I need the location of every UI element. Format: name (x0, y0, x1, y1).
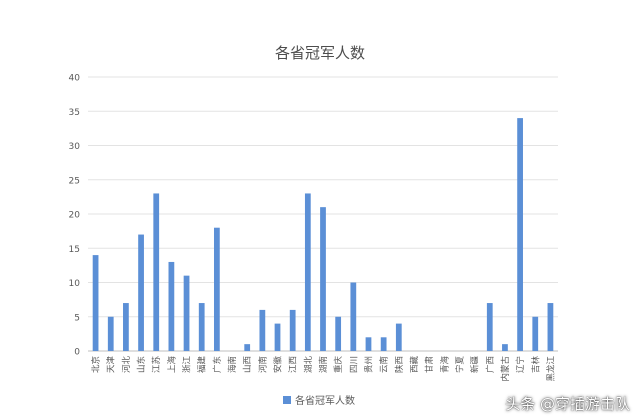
x-tick-label: 新疆 (470, 356, 481, 374)
bar-2 (123, 303, 129, 351)
x-tick-label: 西藏 (409, 356, 420, 374)
y-tick-label: 35 (69, 108, 80, 118)
bar-13 (289, 309, 296, 351)
bar-11 (259, 309, 266, 351)
bar-3 (138, 234, 144, 351)
x-tick-label: 广东 (212, 356, 223, 373)
bar-20 (395, 323, 402, 351)
x-tick-label: 上海 (166, 356, 177, 374)
x-tick-label: 山东 (136, 356, 147, 373)
y-tick-label: 5 (74, 313, 80, 323)
x-tick-label: 湖南 (318, 356, 329, 373)
bar-29 (532, 316, 539, 351)
bar-6 (183, 275, 190, 351)
x-tick-label: 四川 (349, 356, 359, 373)
chart-title: 各省冠军人数 (275, 44, 365, 62)
bar-16 (335, 316, 342, 351)
bar-27 (502, 344, 508, 351)
y-axis-ticks: 0 5 10 15 20 25 30 35 40 (69, 74, 81, 358)
x-tick-label: 北京 (91, 356, 102, 373)
bar-0 (92, 255, 99, 351)
x-tick-label: 安徽 (273, 356, 284, 374)
legend: 各省冠军人数 (283, 394, 355, 407)
bar-4 (153, 193, 160, 351)
x-tick-label: 贵州 (363, 356, 374, 373)
x-axis-labels: 北京 天津 河北 山东 江苏 上海 浙江 福建 广东 海南 山西 河南 安徽 江西 湖北 湖南 重庆 四川 贵州 云南… (91, 356, 557, 382)
x-tick-label: 内蒙古 (500, 356, 511, 382)
bar-10 (244, 344, 251, 351)
y-tick-label: 10 (69, 279, 81, 289)
x-tick-label: 辽宁 (515, 356, 526, 373)
bar-18 (365, 337, 372, 351)
y-tick-label: 40 (69, 74, 81, 84)
x-tick-label: 海南 (227, 356, 238, 373)
bar-30 (547, 303, 554, 351)
y-tick-label: 20 (69, 211, 81, 221)
x-tick-label: 福建 (197, 356, 208, 374)
bar-12 (274, 323, 281, 351)
x-tick-label: 吉林 (530, 356, 541, 374)
x-tick-label: 山西 (242, 356, 253, 373)
y-tick-label: 25 (69, 176, 80, 186)
x-tick-label: 浙江 (182, 356, 193, 374)
x-tick-label: 江苏 (151, 356, 162, 374)
x-tick-label: 天津 (106, 356, 117, 374)
x-tick-label: 河北 (121, 356, 132, 374)
x-tick-label: 黑龙江 (545, 356, 556, 382)
bar-5 (168, 261, 175, 351)
bar-17 (350, 282, 357, 351)
x-tick-label: 青海 (439, 356, 450, 374)
x-tick-label: 广西 (485, 356, 496, 373)
legend-label: 各省冠军人数 (295, 394, 355, 407)
bar-19 (380, 337, 387, 351)
x-tick-label: 河南 (257, 356, 268, 373)
x-tick-label: 陕西 (394, 356, 405, 373)
x-tick-label: 甘肃 (424, 356, 435, 374)
bar-15 (320, 207, 326, 351)
legend-swatch (283, 396, 291, 404)
x-tick-label: 湖北 (304, 356, 314, 374)
x-tick-label: 江西 (289, 356, 299, 373)
bar-7 (198, 303, 205, 351)
bar-14 (304, 193, 311, 351)
x-tick-label: 重庆 (333, 356, 344, 374)
x-tick-label: 宁夏 (454, 356, 465, 374)
bar-1 (107, 316, 114, 351)
x-tick-label: 云南 (379, 356, 390, 373)
y-tick-label: 15 (69, 245, 80, 255)
bar-26 (486, 303, 493, 351)
y-tick-label: 30 (69, 142, 81, 152)
watermark: 头条 @穿插游击队 (505, 395, 630, 413)
bars (92, 118, 554, 351)
bar-8 (213, 227, 220, 351)
y-tick-label: 0 (74, 348, 80, 358)
bar-28 (517, 118, 523, 351)
